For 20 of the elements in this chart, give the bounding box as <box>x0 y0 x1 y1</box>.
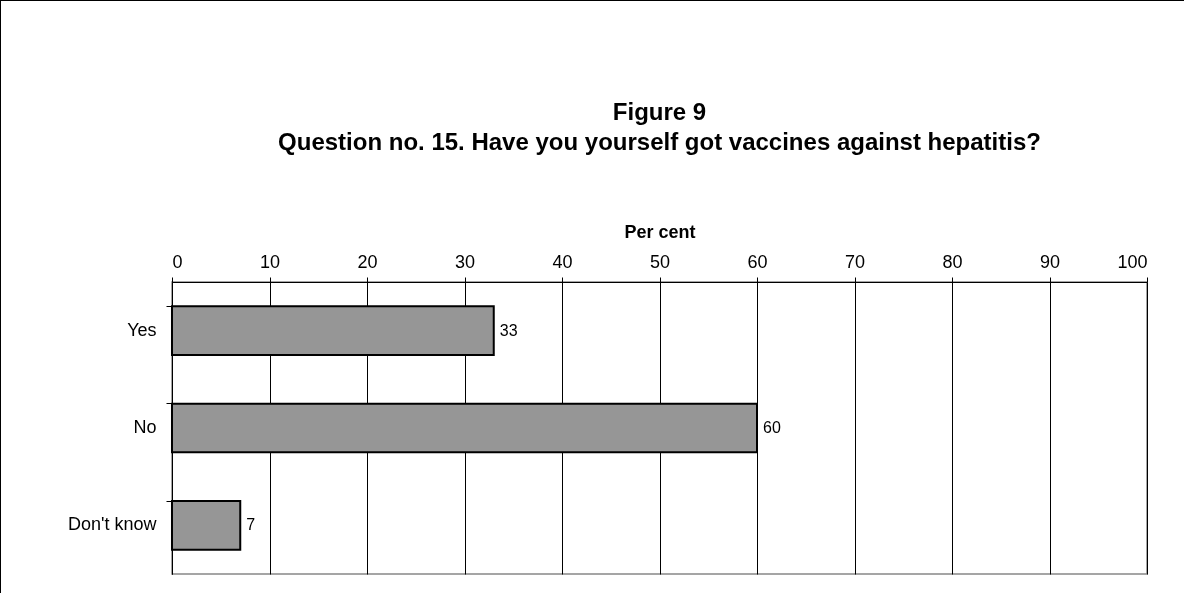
chart-title: Figure 9 <box>612 98 707 125</box>
data-label: 33 <box>499 321 518 339</box>
y-tick-label: Don't know <box>68 514 158 535</box>
x-tick-label: 50 <box>649 251 671 272</box>
data-label: 7 <box>246 516 256 534</box>
y-tick-label: Yes <box>127 319 157 340</box>
chart-subtitle: Question no. 15. Have you yourself got vaccines against hepatitis? <box>278 128 1041 155</box>
data-label: 60 <box>763 419 781 436</box>
x-tick-label: 30 <box>454 251 476 272</box>
x-tick-label: 90 <box>1039 251 1061 272</box>
x-tick-label: 20 <box>357 251 378 272</box>
x-tick-label: 60 <box>747 251 768 272</box>
x-tick-label: 10 <box>259 251 281 272</box>
x-tick-label: 100 <box>1117 251 1148 272</box>
x-tick-label: 70 <box>844 251 866 272</box>
x-tick-label: 80 <box>942 251 963 272</box>
y-tick-label: No <box>133 417 157 437</box>
x-tick-label: 40 <box>552 251 573 272</box>
x-axis-title: Per cent <box>624 221 696 242</box>
x-tick-label: 0 <box>172 251 183 272</box>
